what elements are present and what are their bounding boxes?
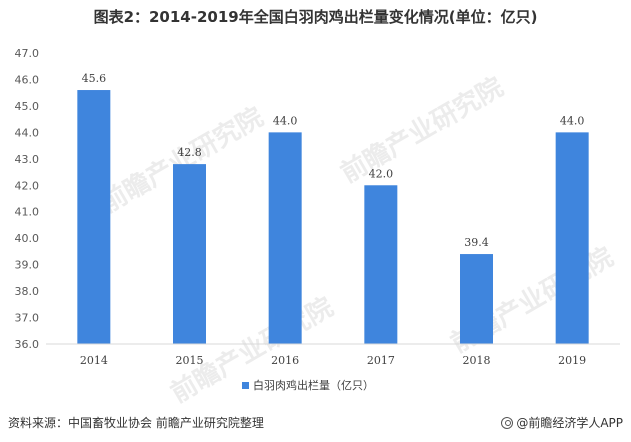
- bar-2015: [173, 164, 206, 344]
- data-label-2015: 42.8: [177, 146, 202, 159]
- bar-2016: [268, 132, 302, 344]
- bar-2019: [555, 132, 589, 344]
- bar-2014: [77, 90, 111, 344]
- y-tick-label: 45.0: [15, 100, 40, 113]
- legend-label: 白羽肉鸡出栏量（亿只）: [253, 378, 374, 392]
- y-axis: 36.0 37.0 38.0 39.0 40.0 41.0 42.0 43.0 44.0 45.0…: [15, 47, 40, 351]
- brand-logo-icon: [501, 416, 514, 429]
- data-label-2016: 44.0: [273, 114, 298, 127]
- y-tick-label: 38.0: [15, 285, 40, 298]
- data-label-2014: 45.6: [82, 72, 107, 85]
- x-axis: 2014 2015 2016 2017 2018 2019: [46, 343, 620, 367]
- legend-swatch: [242, 382, 249, 389]
- y-tick-label: 39.0: [15, 259, 40, 272]
- y-tick-label: 36.0: [15, 338, 40, 351]
- y-tick-label: 41.0: [15, 206, 40, 219]
- bar-2018: [460, 254, 493, 344]
- x-tick-label-2018: 2018: [463, 354, 491, 367]
- y-tick-label: 44.0: [15, 126, 40, 139]
- bars: 45.6 42.8 44.0 42.0 39.4 44.0: [77, 72, 589, 344]
- source-note: 资料来源：中国畜牧业协会 前瞻产业研究院整理: [8, 416, 264, 430]
- x-tick-label-2015: 2015: [176, 354, 204, 367]
- y-tick-label: 37.0: [15, 312, 40, 325]
- data-label-2018: 39.4: [464, 236, 489, 249]
- y-tick-label: 47.0: [15, 47, 40, 60]
- y-tick-label: 42.0: [15, 179, 40, 192]
- legend: 白羽肉鸡出栏量（亿只）: [242, 378, 374, 392]
- brand: @前瞻经济学人APP: [501, 414, 623, 431]
- bar-2017: [364, 185, 398, 344]
- y-tick-label: 46.0: [15, 73, 40, 86]
- y-tick-label: 40.0: [15, 232, 40, 245]
- x-tick-label-2016: 2016: [271, 354, 299, 367]
- brand-label: @前瞻经济学人APP: [516, 416, 623, 430]
- chart-title: 图表2：2014-2019年全国白羽肉鸡出栏量变化情况(单位：亿只): [93, 8, 538, 26]
- x-tick-label-2019: 2019: [558, 354, 586, 367]
- x-tick-label-2017: 2017: [367, 354, 395, 367]
- y-tick-label: 43.0: [15, 153, 40, 166]
- data-label-2019: 44.0: [560, 114, 585, 127]
- x-tick-label-2014: 2014: [80, 354, 108, 367]
- data-label-2017: 42.0: [369, 167, 394, 180]
